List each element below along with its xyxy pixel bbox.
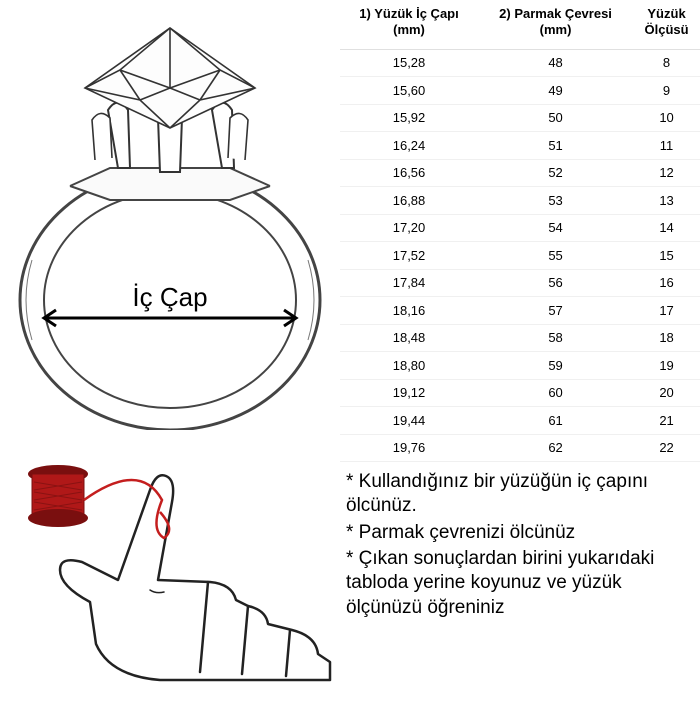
thread-spool-icon xyxy=(28,465,88,527)
table-row: 15,28488 xyxy=(340,49,700,77)
inner-diameter-label: İç Çap xyxy=(132,282,207,313)
instruction-line: * Kullandığınız bir yüzüğün iç çapını öl… xyxy=(346,470,690,519)
table-cell: 53 xyxy=(478,187,633,215)
table-row: 15,925010 xyxy=(340,104,700,132)
table-cell: 19,76 xyxy=(340,434,478,462)
table-cell: 15 xyxy=(633,242,700,270)
table-cell: 58 xyxy=(478,324,633,352)
table-cell: 18 xyxy=(633,324,700,352)
table-cell: 19 xyxy=(633,352,700,380)
ring-diagram: İç Çap xyxy=(0,0,340,430)
right-column: 1) Yüzük İç Çapı (mm) 2) Parmak Çevresi … xyxy=(340,0,700,700)
table-cell: 55 xyxy=(478,242,633,270)
table-cell: 56 xyxy=(478,269,633,297)
table-row: 18,805919 xyxy=(340,352,700,380)
ring-svg xyxy=(0,0,340,430)
table-cell: 17,52 xyxy=(340,242,478,270)
table-cell: 61 xyxy=(478,407,633,435)
table-cell: 19,44 xyxy=(340,407,478,435)
table-cell: 52 xyxy=(478,159,633,187)
table-row: 16,885313 xyxy=(340,187,700,215)
table-cell: 18,48 xyxy=(340,324,478,352)
instruction-line: * Çıkan sonuçlardan birini yukarıdaki ta… xyxy=(346,547,690,620)
table-row: 17,525515 xyxy=(340,242,700,270)
table-cell: 15,28 xyxy=(340,49,478,77)
table-cell: 19,12 xyxy=(340,379,478,407)
table-header-row: 1) Yüzük İç Çapı (mm) 2) Parmak Çevresi … xyxy=(340,0,700,49)
table-cell: 16,88 xyxy=(340,187,478,215)
table-cell: 17,20 xyxy=(340,214,478,242)
table-cell: 17 xyxy=(633,297,700,325)
table-row: 18,165717 xyxy=(340,297,700,325)
table-cell: 12 xyxy=(633,159,700,187)
table-cell: 49 xyxy=(478,77,633,105)
table-row: 17,845616 xyxy=(340,269,700,297)
table-cell: 60 xyxy=(478,379,633,407)
table-row: 16,245111 xyxy=(340,132,700,160)
table-row: 19,446121 xyxy=(340,407,700,435)
instructions: * Kullandığınız bir yüzüğün iç çapını öl… xyxy=(340,462,700,622)
table-cell: 57 xyxy=(478,297,633,325)
col-header-circumference: 2) Parmak Çevresi (mm) xyxy=(478,0,633,49)
table-cell: 14 xyxy=(633,214,700,242)
table-row: 19,766222 xyxy=(340,434,700,462)
left-column: İç Çap xyxy=(0,0,340,700)
table-cell: 10 xyxy=(633,104,700,132)
instruction-line: * Parmak çevrenizi ölcünüz xyxy=(346,521,690,545)
table-row: 15,60499 xyxy=(340,77,700,105)
table-cell: 22 xyxy=(633,434,700,462)
table-cell: 16,24 xyxy=(340,132,478,160)
size-table: 1) Yüzük İç Çapı (mm) 2) Parmak Çevresi … xyxy=(340,0,700,462)
table-row: 17,205414 xyxy=(340,214,700,242)
table-cell: 18,80 xyxy=(340,352,478,380)
table-cell: 17,84 xyxy=(340,269,478,297)
table-cell: 15,60 xyxy=(340,77,478,105)
table-cell: 18,16 xyxy=(340,297,478,325)
table-cell: 13 xyxy=(633,187,700,215)
table-row: 18,485818 xyxy=(340,324,700,352)
table-cell: 51 xyxy=(478,132,633,160)
table-cell: 16 xyxy=(633,269,700,297)
table-cell: 11 xyxy=(633,132,700,160)
table-cell: 62 xyxy=(478,434,633,462)
table-cell: 21 xyxy=(633,407,700,435)
table-cell: 59 xyxy=(478,352,633,380)
col-header-diameter: 1) Yüzük İç Çapı (mm) xyxy=(340,0,478,49)
table-cell: 9 xyxy=(633,77,700,105)
table-row: 16,565212 xyxy=(340,159,700,187)
table-cell: 48 xyxy=(478,49,633,77)
table-cell: 50 xyxy=(478,104,633,132)
col-header-size: Yüzük Ölçüsü xyxy=(633,0,700,49)
hand-svg xyxy=(0,430,340,700)
table-cell: 54 xyxy=(478,214,633,242)
hand-diagram xyxy=(0,430,340,705)
table-row: 19,126020 xyxy=(340,379,700,407)
table-cell: 8 xyxy=(633,49,700,77)
table-cell: 15,92 xyxy=(340,104,478,132)
table-cell: 16,56 xyxy=(340,159,478,187)
table-body: 15,2848815,6049915,92501016,24511116,565… xyxy=(340,49,700,462)
page-container: İç Çap xyxy=(0,0,700,700)
table-cell: 20 xyxy=(633,379,700,407)
